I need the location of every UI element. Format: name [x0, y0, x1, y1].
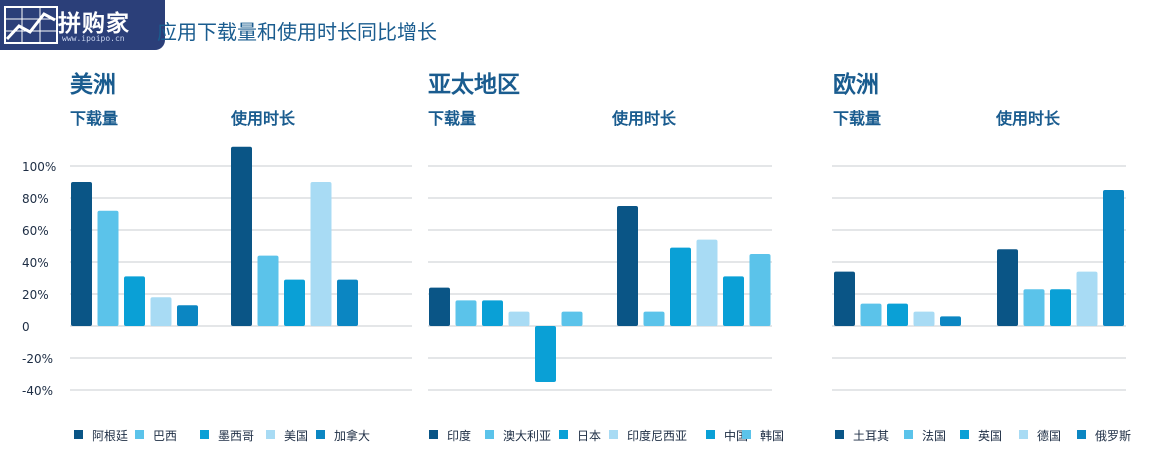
bar [1076, 271, 1098, 326]
bar [231, 146, 252, 326]
bar [1103, 190, 1124, 326]
legend-label: 俄罗斯 [1095, 429, 1131, 443]
logo: 拼购家 www.ipoipo.cn [0, 0, 165, 50]
y-tick-label: 0 [22, 320, 30, 334]
bar [150, 297, 172, 326]
legend-swatch [559, 430, 568, 439]
bar [71, 182, 92, 326]
group-label: 使用时长 [230, 109, 296, 128]
bar [913, 311, 935, 326]
legend-swatch [742, 430, 751, 439]
bar [177, 305, 198, 326]
legend-swatch [316, 430, 325, 439]
bar [535, 326, 556, 382]
bar [310, 182, 332, 326]
bar [257, 255, 279, 326]
group-label: 下载量 [428, 109, 476, 128]
group-label: 下载量 [833, 109, 881, 128]
legend-label: 澳大利亚 [503, 429, 551, 443]
bar [997, 249, 1018, 326]
legend-swatch [1077, 430, 1086, 439]
bar [429, 287, 450, 326]
bar [124, 276, 145, 326]
legend-label: 日本 [577, 429, 601, 443]
legend-swatch [429, 430, 438, 439]
legend-swatch [74, 430, 83, 439]
panel-title: 欧洲 [833, 72, 879, 98]
bar [834, 271, 855, 326]
bar [940, 316, 961, 326]
group-label: 使用时长 [611, 109, 677, 128]
bar [455, 300, 477, 326]
bar [617, 206, 638, 326]
legend-label: 印度尼西亚 [627, 428, 687, 443]
chart-logo-icon [4, 6, 58, 44]
group-label: 使用时长 [995, 109, 1061, 128]
legend-swatch [609, 430, 618, 439]
legend-label: 法国 [922, 429, 946, 443]
bar [561, 311, 583, 326]
y-tick-label: 60% [22, 224, 49, 238]
legend-label: 阿根廷 [92, 429, 128, 443]
bar [482, 300, 503, 326]
legend-label: 巴西 [153, 429, 177, 443]
bar [749, 254, 771, 326]
legend-swatch [706, 430, 715, 439]
legend-label: 美国 [284, 429, 308, 443]
legend-swatch [266, 430, 275, 439]
bar [696, 239, 718, 326]
bar [284, 279, 305, 326]
bar [97, 210, 119, 326]
legend-label: 加拿大 [334, 428, 370, 443]
panel-title: 亚太地区 [428, 72, 520, 98]
bar [723, 276, 744, 326]
legend-label: 德国 [1037, 428, 1061, 443]
y-tick-label: -40% [22, 384, 53, 398]
y-tick-label: 20% [22, 288, 49, 302]
logo-url: www.ipoipo.cn [62, 34, 125, 43]
logo-text: 拼购家 [58, 11, 130, 37]
legend-swatch [960, 430, 969, 439]
group-label: 下载量 [70, 109, 118, 128]
y-tick-label: 40% [22, 256, 49, 270]
bar [508, 311, 530, 326]
legend-label: 墨西哥 [218, 429, 254, 443]
legend-label: 英国 [978, 429, 1002, 443]
page-title: 应用下载量和使用时长同比增长 [157, 20, 437, 44]
legend-swatch [485, 430, 494, 439]
bar [887, 303, 908, 326]
legend-swatch [904, 430, 913, 439]
y-tick-label: -20% [22, 352, 53, 366]
legend-swatch [835, 430, 844, 439]
legend-swatch [200, 430, 209, 439]
y-tick-label: 100% [22, 160, 56, 174]
legend-swatch [135, 430, 144, 439]
y-tick-label: 80% [22, 192, 49, 206]
bar [1023, 289, 1045, 326]
legend-label: 土耳其 [853, 429, 889, 443]
bar [643, 311, 665, 326]
panel-title: 美洲 [70, 71, 116, 98]
bar [860, 303, 882, 326]
legend-swatch [1019, 430, 1028, 439]
legend-label: 印度 [447, 428, 471, 443]
legend-label: 韩国 [760, 428, 784, 443]
bar [337, 279, 358, 326]
bar [1050, 289, 1071, 326]
bar [670, 247, 691, 326]
